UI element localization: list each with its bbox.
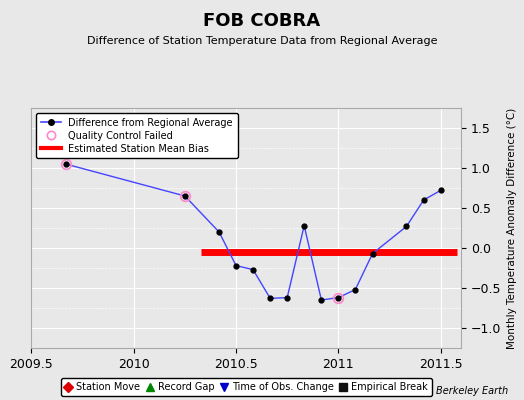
Y-axis label: Monthly Temperature Anomaly Difference (°C): Monthly Temperature Anomaly Difference (… bbox=[507, 107, 517, 349]
Text: FOB COBRA: FOB COBRA bbox=[203, 12, 321, 30]
Text: Berkeley Earth: Berkeley Earth bbox=[436, 386, 508, 396]
Text: Difference of Station Temperature Data from Regional Average: Difference of Station Temperature Data f… bbox=[87, 36, 437, 46]
Legend: Station Move, Record Gap, Time of Obs. Change, Empirical Break: Station Move, Record Gap, Time of Obs. C… bbox=[61, 378, 432, 396]
